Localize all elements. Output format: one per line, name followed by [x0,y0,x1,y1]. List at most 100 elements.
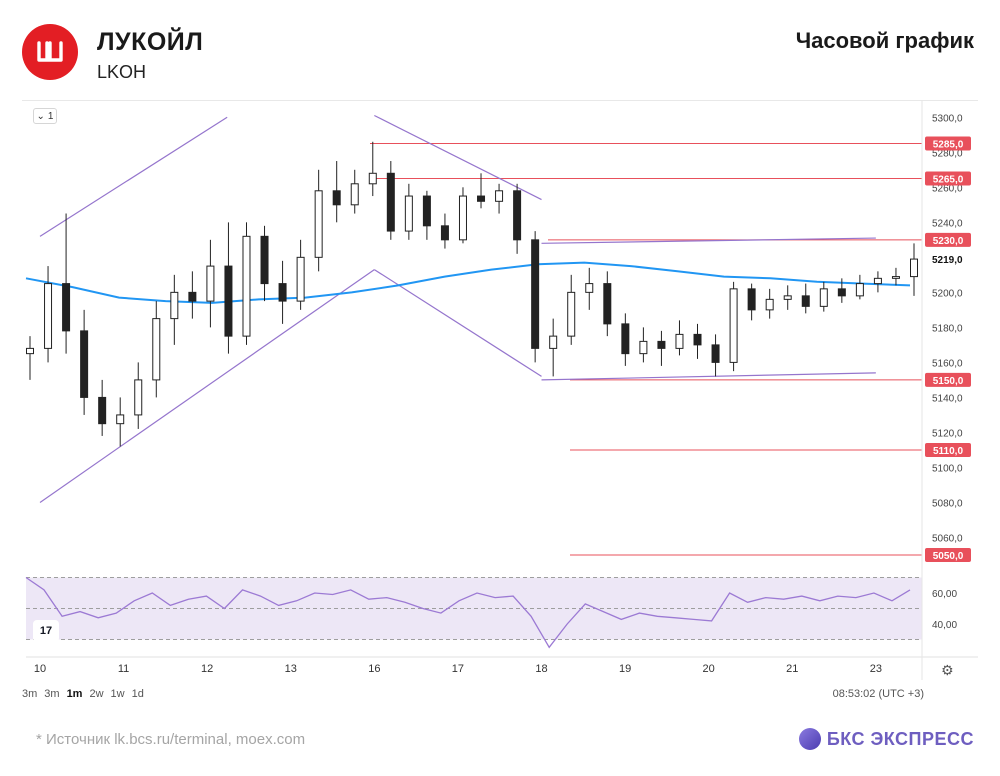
candle-body [80,330,89,398]
candle-body [783,295,792,300]
y-tick-label: 5180,0 [932,323,963,334]
candle-body [260,235,269,285]
range-button-5[interactable]: 1d [131,688,144,700]
level-badge-label: 5050,0 [933,551,964,562]
chart-panel[interactable] [22,100,978,712]
candle-body [910,258,918,278]
y-tick-label: 5200,0 [932,288,963,299]
candle-body [729,288,738,363]
candle-body [513,190,522,241]
candle-body [603,283,612,325]
x-tick-label: 16 [368,663,380,675]
candle-body [350,183,359,206]
rsi-line [25,576,911,649]
range-button-2[interactable]: 1m [66,688,83,700]
y-tick-label: 5140,0 [932,393,963,404]
chart-timeframe-title: Часовой график [795,28,974,53]
level-badge [925,232,971,247]
range-button-3[interactable]: 2w [89,688,104,700]
lukoil-logo [22,24,78,80]
x-tick-label: 20 [703,663,715,675]
channel-line-rising-upper [39,116,228,237]
candle-body [440,225,449,241]
channel-line-falling-upper [374,114,542,201]
y-tick-label: 5160,0 [932,358,963,369]
channel-line-rising-lower [39,269,375,503]
rsi-tick-label: 60,00 [932,589,957,600]
level-badge [925,136,971,151]
candle-body [819,288,828,307]
candle-body [675,333,684,349]
candle-body [152,318,161,381]
gear-icon[interactable]: ⚙ [941,662,954,678]
candle-body [585,283,594,293]
x-tick-label: 13 [285,663,297,675]
x-tick-label: 12 [201,663,213,675]
candle-body [26,347,34,355]
range-selector: 3m 3m 1m 2w 1w 1d [22,688,144,700]
company-name: ЛУКОЙЛ [97,28,204,56]
candle-body [386,172,395,232]
candle-body [404,195,413,232]
candle-body [422,195,431,227]
x-tick-label: 18 [535,663,547,675]
interval-selector[interactable]: ⌄ 1 [33,108,57,124]
level-badge [925,442,971,457]
candle-body [711,344,720,363]
candle-body [837,288,846,297]
candle-body [206,265,215,302]
y-tick-label: 5080,0 [932,498,963,509]
candle-body [765,298,774,311]
candle-body [62,283,71,332]
candle-body [747,288,756,311]
candle-body [170,291,179,320]
candle-body [621,323,630,355]
channel-line-range-upper [541,237,876,244]
candle-body [549,335,558,349]
y-tick-label: 5280,0 [932,148,963,159]
candle-body [657,340,666,349]
moving-average-line [25,261,911,304]
source-note: * Источник lk.bcs.ru/terminal, moex.com [36,731,306,748]
level-badge-label: 5230,0 [933,236,964,247]
chevron-down-icon: ⌄ [36,110,45,122]
level-badge-label: 5110,0 [933,446,963,457]
channel-line-falling-lower [374,269,542,377]
level-badge-label: 5150,0 [933,376,964,387]
x-tick-label: 17 [452,663,464,675]
current-price-box [925,252,971,267]
candle-body [567,291,576,337]
bcs-logo-icon [798,728,821,750]
candle-body [116,414,125,425]
candle-body [368,172,377,185]
candle-body [188,291,197,302]
tradingview-icon[interactable]: 17 [33,620,59,642]
y-tick-label: 5240,0 [932,218,963,229]
range-button-1[interactable]: 3m [44,688,60,700]
level-badge [925,372,971,387]
candle-body [314,190,323,258]
y-tick-label: 5120,0 [932,428,963,439]
interval-label: 1 [47,110,54,122]
candle-body [278,283,287,302]
candle-body [242,235,251,337]
candle-body [458,195,467,241]
range-button-4[interactable]: 1w [110,688,125,700]
channel-line-range-lower [541,372,876,381]
candle-body [332,190,341,206]
brand-label: БКС ЭКСПРЕСС [826,728,974,749]
range-button-0[interactable]: 3m [22,688,38,700]
brand: БКС ЭКСПРЕСС [798,728,974,750]
level-badge [925,171,971,186]
candle-body [855,283,864,297]
x-tick-label: 23 [870,663,882,675]
x-tick-label: 11 [118,663,129,675]
level-badge-label: 5265,0 [933,175,964,186]
lukoil-logo-mark [37,41,63,62]
candle-body [891,276,900,279]
candle-body [134,379,143,416]
y-tick-label: 5300,0 [932,113,963,124]
candle-body [44,283,53,349]
candle-body [693,333,702,346]
